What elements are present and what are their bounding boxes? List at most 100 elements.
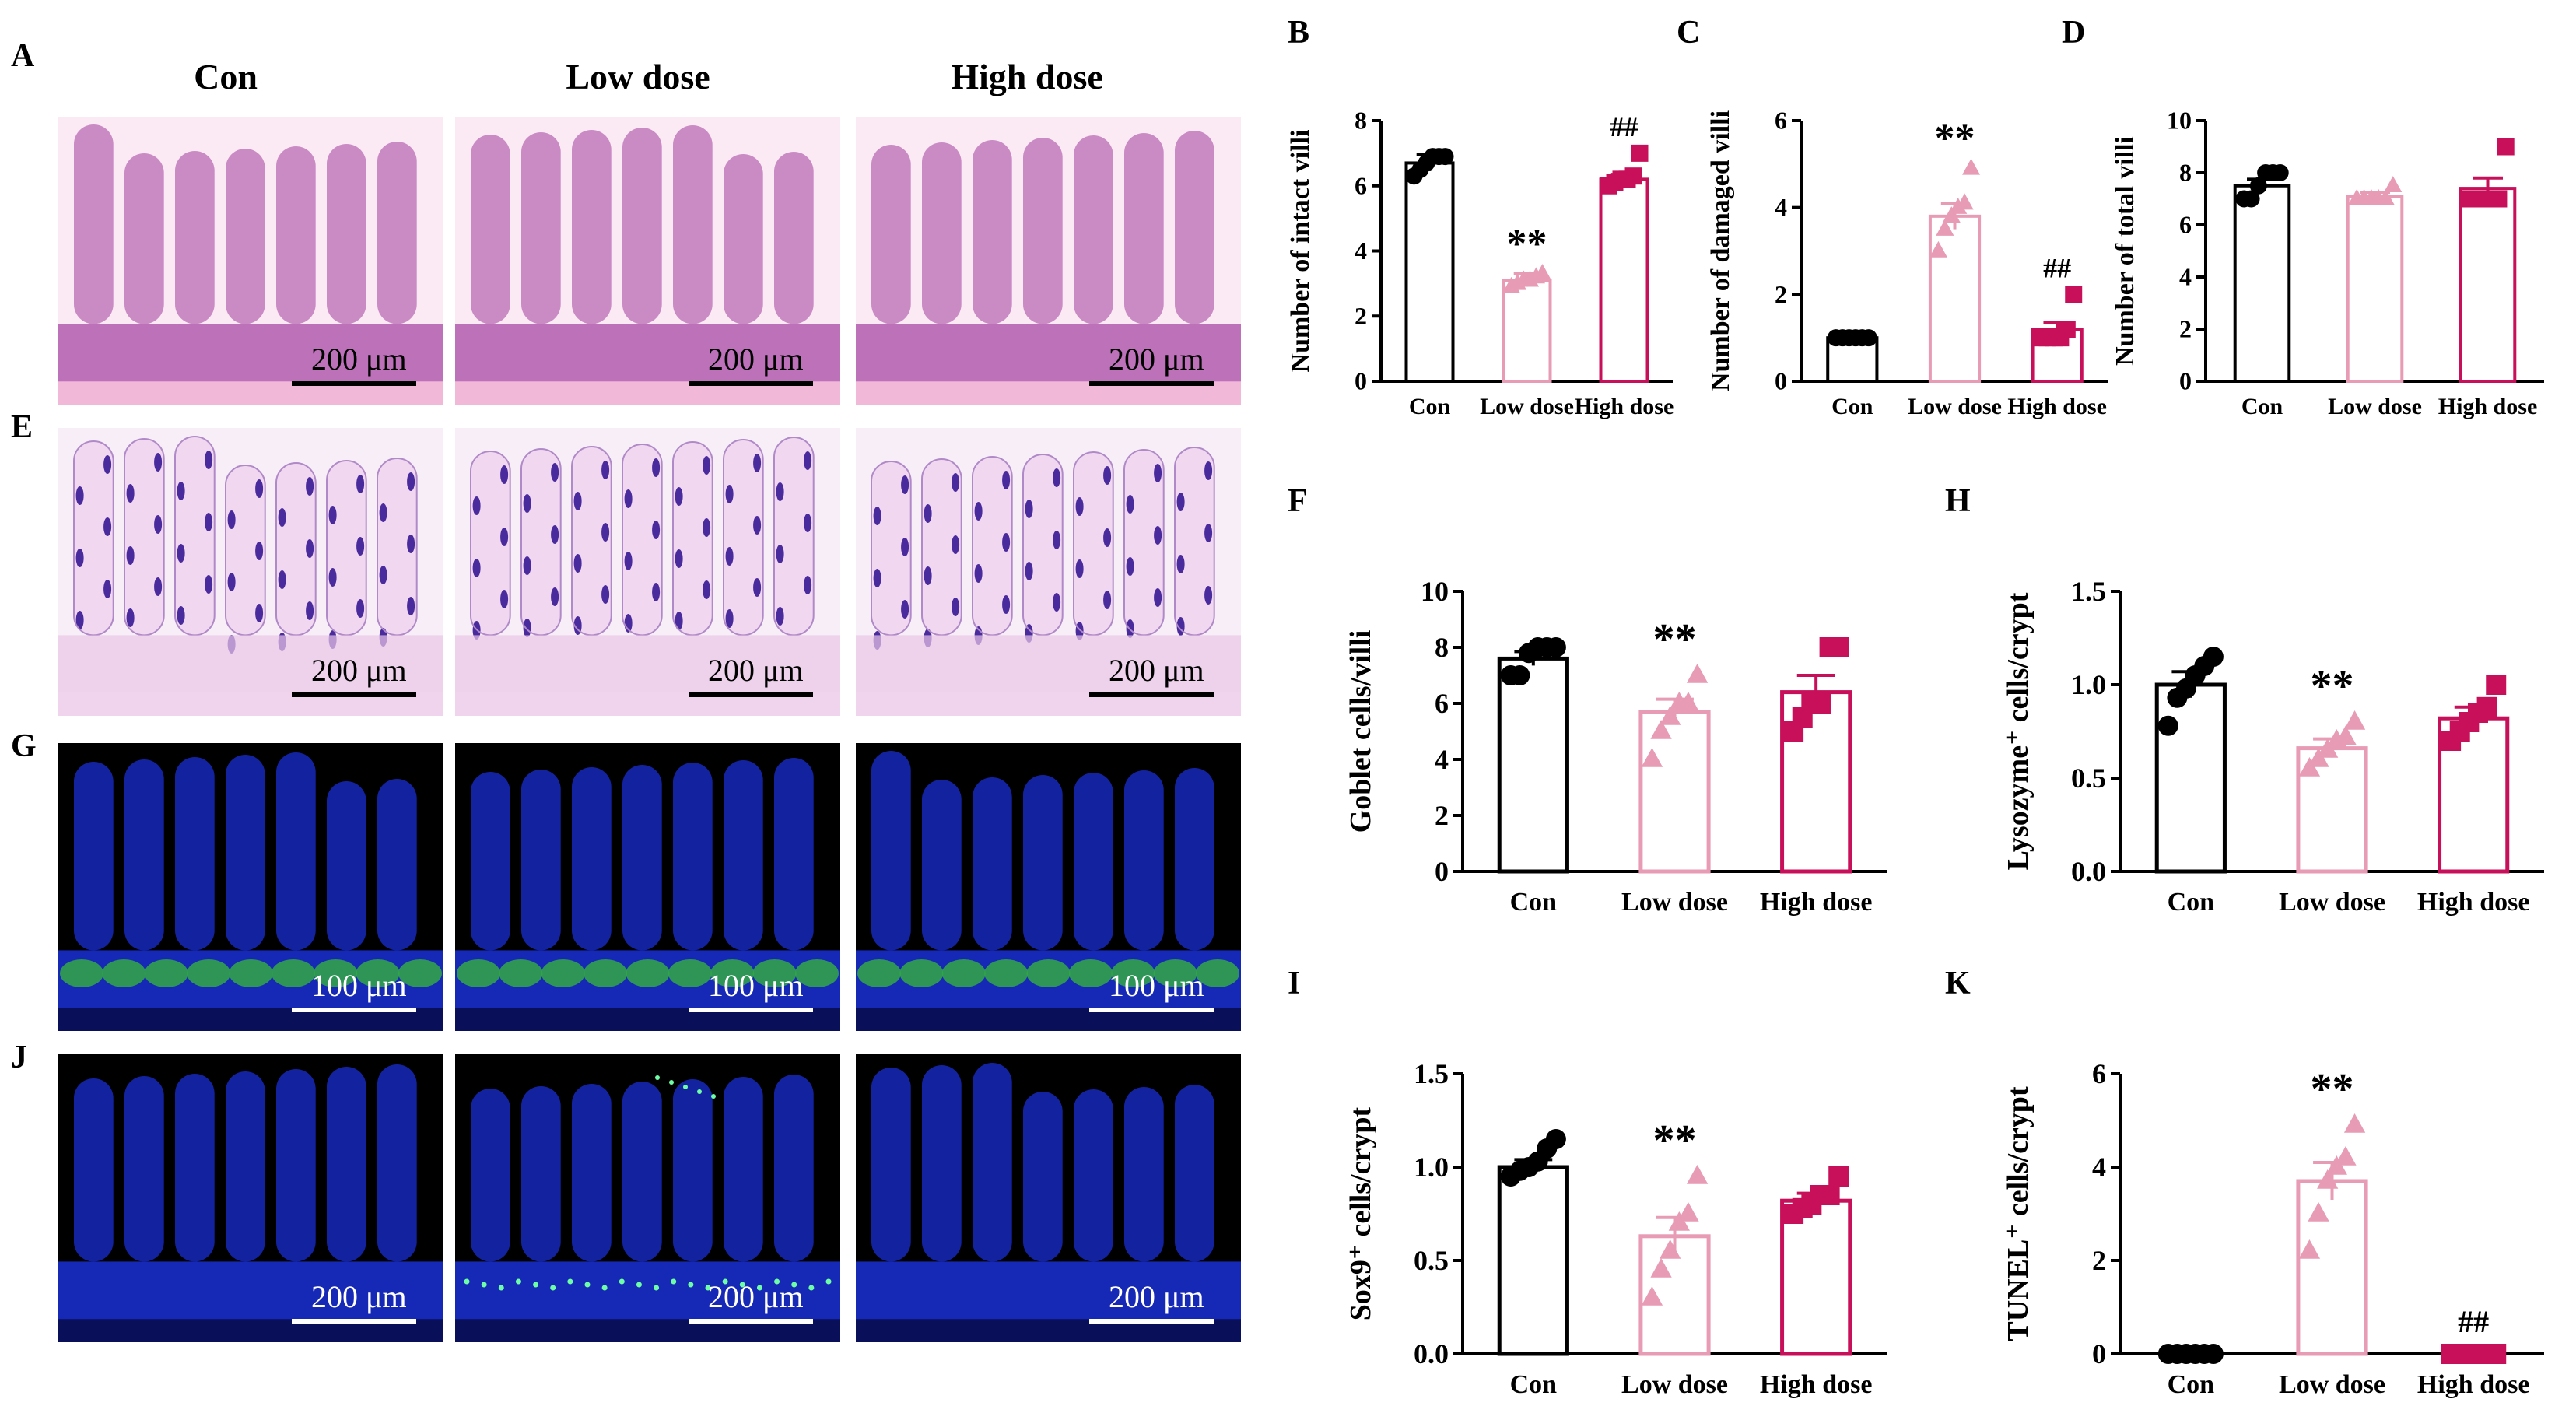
panel-letter-h: H (1945, 483, 1971, 519)
chart-c-damaged-villi: Number of damaged villi 0 2 4 6 Con Low dose **… (1706, 107, 2108, 419)
chart-i-sox9-cells: Sox9⁺ cells/crypt 0.0 0.5 1.0 1.5 Con Low dose… (1344, 1058, 1887, 1399)
data-point (2376, 188, 2395, 205)
y-tick-label: 0.5 (2071, 763, 2106, 794)
data-point (1828, 1166, 1849, 1187)
y-tick-label: 2 (2092, 1245, 2106, 1276)
x-tick-label: High dose (2007, 394, 2107, 419)
bar (1502, 279, 1552, 383)
data-point (2476, 696, 2497, 717)
scale-bar (292, 1319, 416, 1324)
y-tick-label: 1.0 (1414, 1152, 1449, 1183)
data-point (1936, 219, 1954, 236)
data-point (2058, 321, 2076, 338)
scale-bar (292, 1008, 416, 1012)
y-tick-label: 6 (1775, 107, 1787, 135)
data-point (2490, 190, 2508, 208)
y-axis-label: TUNEL⁺ cells/crypt (2002, 1086, 2035, 1341)
chart-h-lysozyme-cells: Lysozyme⁺ cells/crypt 0.0 0.5 1.0 1.5 Con Low … (2002, 576, 2544, 917)
y-tick-label: 0 (2179, 367, 2192, 395)
bar (1780, 690, 1852, 874)
y-tick-label: 0 (1775, 367, 1787, 395)
significance-marker: ** (2311, 662, 2354, 710)
data-point (1631, 144, 1649, 162)
significance-marker: ** (1653, 615, 1697, 664)
y-tick-label: 4 (2179, 263, 2192, 291)
bar (2296, 1179, 2368, 1356)
panel-letter-a: A (11, 38, 35, 74)
data-point (2486, 1344, 2507, 1364)
chart-d-total-villi: Number of total villi 0 2 4 6 8 10 Con Low dose H… (2111, 107, 2544, 419)
data-point (1436, 148, 1454, 166)
x-tick-label: Con (1510, 888, 1558, 917)
data-point (1686, 664, 1709, 683)
data-point (2065, 286, 2083, 303)
y-tick-label: 8 (1435, 632, 1449, 663)
x-tick-label: Con (1409, 394, 1451, 419)
y-tick-label: 1.5 (2071, 576, 2106, 607)
bar (1780, 1198, 1852, 1356)
panel-letter-k: K (1945, 966, 1971, 1001)
data-point (1650, 1258, 1672, 1278)
panel-letter-f: F (1288, 483, 1308, 519)
column-title-high-dose: High dose (951, 57, 1103, 96)
chart-k-tunel-cells: TUNEL⁺ cells/crypt 0 2 4 6 Con Low dose ** High … (2002, 1058, 2544, 1399)
y-tick-label: 1.5 (1414, 1058, 1449, 1089)
y-tick-label: 4 (2092, 1152, 2106, 1183)
panel-letter-e: E (11, 409, 33, 445)
micrograph-tunel-low-dose: 200 μm (455, 1054, 840, 1342)
scale-bar-label: 100 μm (311, 968, 407, 1003)
micrograph-he-low-dose: 200 μm (455, 117, 840, 405)
data-point (2335, 725, 2357, 745)
data-point (2486, 675, 2507, 695)
data-point (2308, 1202, 2329, 1222)
x-tick-label: Con (1510, 1370, 1558, 1399)
x-tick-label: Con (1831, 394, 1873, 419)
scale-bar (1089, 692, 1214, 697)
bar (1497, 656, 1569, 874)
y-tick-label: 4 (1775, 193, 1787, 221)
data-point (1545, 1129, 1566, 1149)
panel-letter-b: B (1288, 15, 1310, 51)
scale-bar-label: 200 μm (1109, 653, 1204, 688)
data-point (1828, 637, 1849, 657)
y-tick-label: 6 (1355, 171, 1367, 199)
scale-bar-label: 200 μm (708, 1279, 804, 1314)
x-tick-label: High dose (1760, 888, 1873, 917)
scale-bar (1089, 1319, 1214, 1324)
data-point (1942, 206, 1961, 223)
data-point (2335, 1146, 2357, 1166)
bar (2233, 184, 2291, 383)
data-point (1660, 706, 1681, 725)
data-point (1955, 193, 1974, 210)
bar (2459, 187, 2517, 383)
bar (1404, 161, 1455, 383)
y-tick-label: 0.5 (1414, 1245, 1449, 1276)
y-tick-label: 8 (2179, 159, 2192, 187)
x-tick-label: High dose (2438, 394, 2538, 419)
scale-bar-label: 200 μm (708, 653, 804, 688)
scale-bar (292, 692, 416, 697)
significance-marker: ## (2458, 1304, 2489, 1339)
significance-marker: ** (2311, 1065, 2354, 1113)
y-axis-label: Number of intact villi (1286, 130, 1315, 373)
data-point (1545, 637, 1566, 657)
data-point (1641, 1286, 1663, 1306)
x-tick-label: Low dose (2279, 1370, 2385, 1399)
bar (1638, 710, 1711, 874)
scale-bar-label: 200 μm (311, 1279, 407, 1314)
data-point (2242, 190, 2260, 208)
x-tick-label: Con (2168, 1370, 2215, 1399)
y-tick-label: 2 (1775, 280, 1787, 308)
y-tick-label: 10 (1421, 576, 1449, 607)
y-tick-label: 4 (1435, 744, 1449, 775)
data-point (1859, 329, 1877, 347)
scale-bar (292, 381, 416, 386)
data-point (2203, 1344, 2224, 1364)
micrograph-pas-low-dose: 200 μm (455, 428, 840, 716)
data-point (1641, 748, 1663, 767)
x-tick-label: Low dose (1621, 888, 1728, 917)
panel-letter-i: I (1288, 966, 1301, 1001)
micrograph-pas-high-dose: 200 μm (856, 428, 1241, 716)
significance-marker: ** (1935, 116, 1975, 160)
data-point (2203, 647, 2224, 667)
